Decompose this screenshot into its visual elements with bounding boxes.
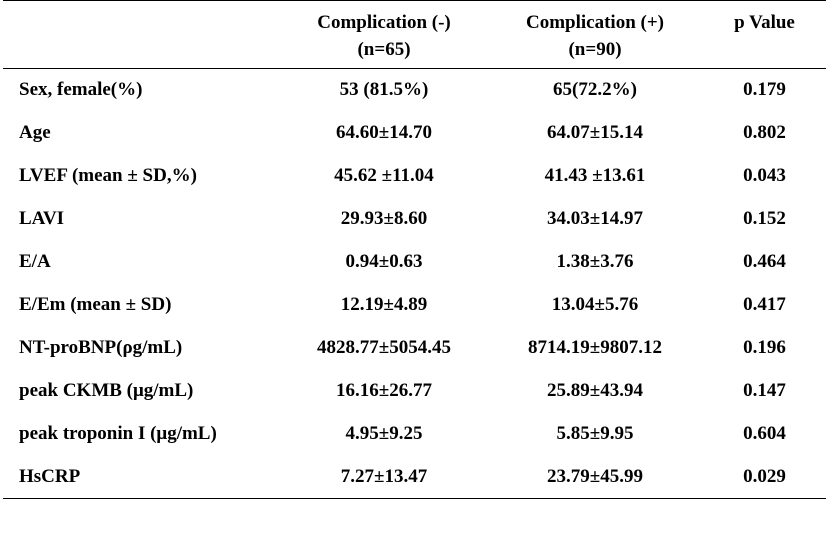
table-body: Sex, female(%) 53 (81.5%) 65(72.2%) 0.17… xyxy=(3,69,826,499)
cell-p-value: 0.179 xyxy=(743,79,786,101)
header-complication-positive-n: (n=90) xyxy=(568,39,622,60)
cell-complication-negative: 16.16±26.77 xyxy=(336,380,432,401)
row-label: Age xyxy=(19,122,51,143)
cell-complication-negative: 7.27±13.47 xyxy=(281,455,487,499)
row-label: NT-proBNP(ρg/mL) xyxy=(19,337,183,358)
table-row: peak CKMB (μg/mL) 16.16±26.77 25.89±43.9… xyxy=(3,370,826,413)
row-label: E/A xyxy=(19,251,51,272)
cell-p-value: 0.029 xyxy=(703,455,826,499)
cell-p-value: 0.802 xyxy=(743,122,786,143)
table-row: E/Em (mean ± SD) 12.19±4.89 13.04±5.76 0… xyxy=(3,284,826,327)
comparison-table-container: Complication (-) (n=65) Complication (+)… xyxy=(3,0,826,499)
cell-complication-positive: 23.79±45.99 xyxy=(487,455,703,499)
table-row: HsCRP 7.27±13.47 23.79±45.99 0.029 xyxy=(3,455,826,499)
row-label: LVEF (mean ± SD,%) xyxy=(19,165,197,186)
cell-complication-negative: 12.19±4.89 xyxy=(340,294,428,315)
comparison-table: Complication (-) (n=65) Complication (+)… xyxy=(3,0,826,499)
cell-complication-negative: 29.93±8.60 xyxy=(340,208,428,229)
table-row: LAVI 29.93±8.60 34.03±14.97 0.152 xyxy=(3,198,826,241)
header-complication-positive-title: Complication (+) xyxy=(525,12,664,33)
row-label: E/Em (mean ± SD) xyxy=(19,294,172,315)
header-complication-negative: Complication (-) (n=65) xyxy=(281,0,487,69)
row-label: HsCRP xyxy=(3,455,281,499)
header-variable xyxy=(3,0,281,69)
cell-complication-positive: 41.43 ±13.61 xyxy=(544,165,646,186)
cell-p-value: 0.147 xyxy=(743,380,786,401)
table-row: NT-proBNP(ρg/mL) 4828.77±5054.45 8714.19… xyxy=(3,327,826,370)
cell-complication-negative: 0.94±0.63 xyxy=(345,251,423,272)
cell-complication-negative: 4.95±9.25 xyxy=(345,423,423,444)
header-p-value: p Value xyxy=(703,0,826,69)
cell-p-value: 0.417 xyxy=(743,294,786,315)
cell-p-value: 0.043 xyxy=(743,165,786,186)
cell-complication-positive: 5.85±9.95 xyxy=(556,423,634,444)
table-row: E/A 0.94±0.63 1.38±3.76 0.464 xyxy=(3,241,826,284)
cell-complication-negative: 4828.77±5054.45 xyxy=(317,337,451,358)
row-label: Sex, female(%) xyxy=(19,79,143,101)
row-label: peak CKMB (μg/mL) xyxy=(19,380,194,401)
row-label: peak troponin I (μg/mL) xyxy=(19,423,217,444)
cell-complication-negative: 53 (81.5%) xyxy=(339,79,429,101)
cell-complication-positive: 25.89±43.94 xyxy=(547,380,643,401)
cell-complication-positive: 64.07±15.14 xyxy=(547,122,643,143)
cell-p-value: 0.604 xyxy=(743,423,786,444)
cell-complication-negative: 64.60±14.70 xyxy=(336,122,432,143)
cell-complication-positive: 13.04±5.76 xyxy=(551,294,639,315)
row-label: LAVI xyxy=(19,208,65,229)
header-complication-negative-n: (n=65) xyxy=(357,39,411,60)
table-header: Complication (-) (n=65) Complication (+)… xyxy=(3,0,826,69)
cell-complication-positive: 34.03±14.97 xyxy=(547,208,643,229)
table-row: LVEF (mean ± SD,%) 45.62 ±11.04 41.43 ±1… xyxy=(3,155,826,198)
table-row: Age 64.60±14.70 64.07±15.14 0.802 xyxy=(3,112,826,155)
cell-p-value: 0.196 xyxy=(743,337,786,358)
cell-complication-positive: 1.38±3.76 xyxy=(556,251,634,272)
cell-complication-positive: 65(72.2%) xyxy=(553,79,637,101)
cell-complication-negative: 45.62 ±11.04 xyxy=(334,165,434,186)
table-row: Sex, female(%) 53 (81.5%) 65(72.2%) 0.17… xyxy=(3,69,826,112)
cell-p-value: 0.464 xyxy=(743,251,786,272)
header-complication-negative-title: Complication (-) xyxy=(317,12,451,33)
header-row: Complication (-) (n=65) Complication (+)… xyxy=(3,0,826,69)
cell-complication-positive: 8714.19±9807.12 xyxy=(528,337,662,358)
cell-p-value: 0.152 xyxy=(743,208,786,229)
header-complication-positive: Complication (+) (n=90) xyxy=(487,0,703,69)
table-row: peak troponin I (μg/mL) 4.95±9.25 5.85±9… xyxy=(3,413,826,456)
